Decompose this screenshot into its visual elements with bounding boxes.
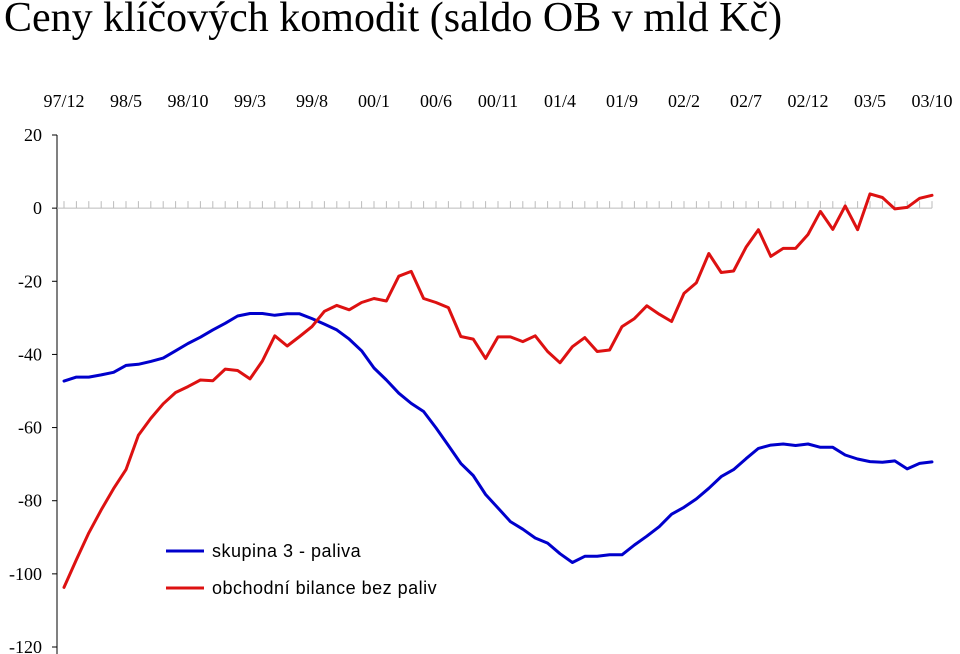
legend-label: skupina 3 - paliva bbox=[212, 541, 362, 561]
series-line-1 bbox=[62, 192, 934, 589]
x-tick-label: 03/5 bbox=[854, 91, 886, 111]
x-tick-label: 99/8 bbox=[296, 91, 328, 111]
x-tick-label: 03/10 bbox=[911, 91, 952, 111]
x-tick-label: 98/5 bbox=[110, 91, 142, 111]
y-tick-label: -80 bbox=[18, 491, 42, 511]
legend: skupina 3 - paliva obchodní bilance bez p… bbox=[166, 541, 437, 598]
x-tick-label: 99/3 bbox=[234, 91, 266, 111]
x-tick-label: 01/4 bbox=[544, 91, 576, 111]
y-tick-label: -40 bbox=[18, 344, 42, 364]
chart-title: Ceny klíčových komodit (saldo OB v mld K… bbox=[4, 0, 783, 41]
x-tick-label: 02/2 bbox=[668, 91, 700, 111]
x-tick-label: 00/11 bbox=[478, 91, 518, 111]
series-lines bbox=[62, 192, 934, 589]
x-tick-labels: 97/12 98/5 98/10 99/3 99/8 00/1 00/6 00/11 01/4 0… bbox=[43, 91, 952, 111]
x-tick-label: 00/1 bbox=[358, 91, 390, 111]
y-tick-label: 20 bbox=[24, 125, 42, 145]
y-tick-label: -20 bbox=[18, 271, 42, 291]
y-tick-label: -120 bbox=[9, 637, 42, 654]
y-tick-label: -60 bbox=[18, 418, 42, 438]
x-tick-label: 00/6 bbox=[420, 91, 452, 111]
legend-label: obchodní bilance bez paliv bbox=[212, 578, 437, 598]
x-tick-label: 01/9 bbox=[606, 91, 638, 111]
series-line-0 bbox=[62, 312, 934, 564]
x-tick-label: 02/12 bbox=[787, 91, 828, 111]
chart-axes bbox=[52, 134, 933, 654]
y-tick-label: -100 bbox=[9, 564, 42, 584]
x-tick-label: 97/12 bbox=[43, 91, 84, 111]
y-tick-labels: 20 0 -20 -40 -60 -80 -100 -120 bbox=[9, 125, 42, 654]
y-tick-label: 0 bbox=[33, 198, 42, 218]
x-tick-label: 98/10 bbox=[167, 91, 208, 111]
x-tick-label: 02/7 bbox=[730, 91, 762, 111]
